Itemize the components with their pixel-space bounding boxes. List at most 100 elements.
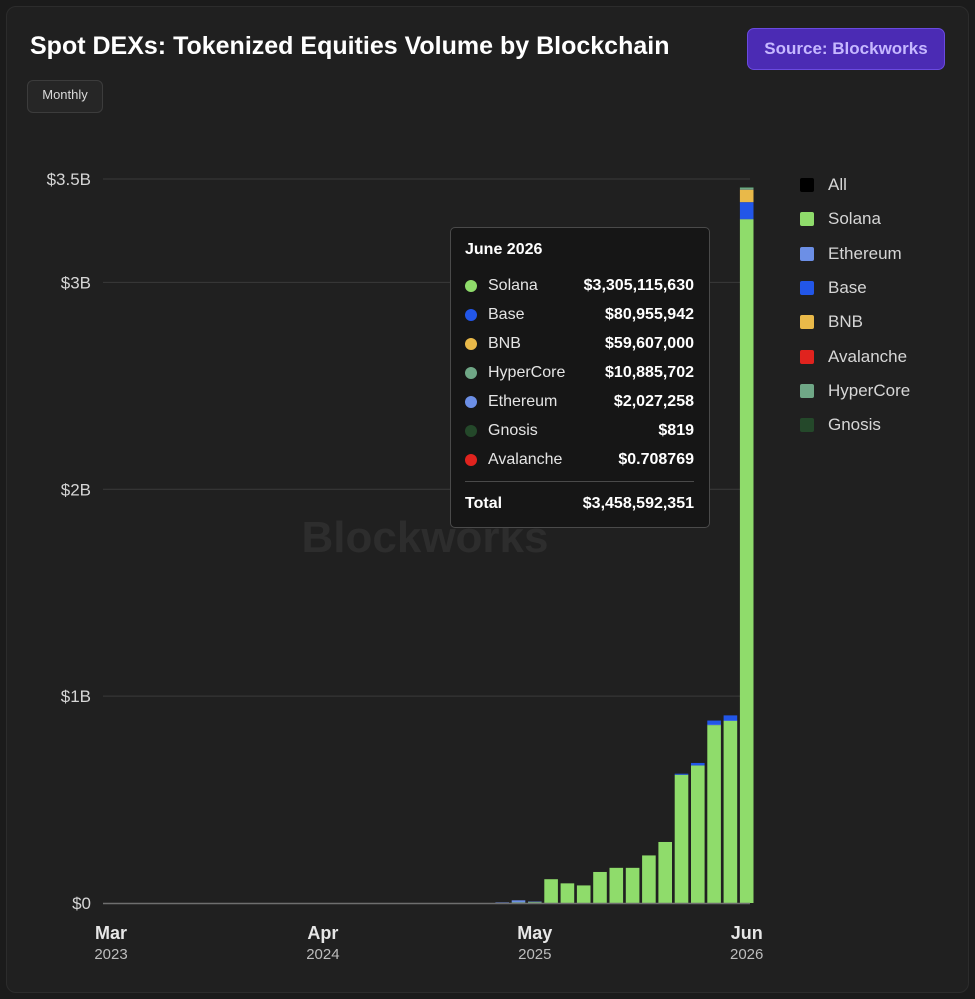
legend-swatch (800, 246, 814, 261)
bar-solana-32 (625, 867, 640, 903)
x-tick-year: 2026 (730, 946, 763, 963)
bar-solana-38 (723, 720, 738, 903)
tooltip-total-label: Total (465, 495, 503, 512)
legend-label: Solana (828, 209, 881, 229)
chart-title: Spot DEXs: Tokenized Equities Volume by … (30, 32, 670, 60)
x-tick-year: 2025 (518, 946, 551, 963)
y-tick-label: $1B (61, 687, 91, 706)
tooltip-series-name: BNB (488, 334, 521, 352)
bar-gnosis-39 (739, 186, 754, 188)
legend-label: Gnosis (828, 415, 881, 435)
x-tick-month: Mar (95, 923, 127, 943)
tooltip-row-avalanche: Avalanche $0.708769 (465, 445, 694, 474)
bar-solana-25 (511, 902, 526, 903)
legend-item-gnosis[interactable]: Gnosis (800, 408, 910, 442)
legend-swatch (800, 383, 814, 398)
tooltip-total-row: Total $3,458,592,351 (465, 492, 694, 516)
y-tick-label: $0 (72, 894, 91, 913)
chart-tooltip: June 2026 Solana $3,305,115,630 Base $80,95… (450, 227, 710, 528)
legend-swatch (800, 315, 814, 330)
tooltip-series-name: Avalanche (488, 450, 563, 468)
legend-item-all[interactable]: All (800, 168, 910, 202)
bar-ethereum-26 (528, 901, 542, 903)
legend-item-ethereum[interactable]: Ethereum (800, 237, 910, 271)
bar-solana-35 (674, 774, 689, 903)
tooltip-divider (465, 481, 694, 482)
tooltip-series-value: $2,027,258 (613, 392, 694, 410)
tooltip-row-solana: Solana $3,305,115,630 (465, 271, 694, 300)
bar-base-35 (674, 773, 689, 775)
tooltip-series-name: HyperCore (488, 363, 566, 381)
tooltip-series-value: $59,607,000 (605, 334, 694, 352)
bar-solana-36 (691, 765, 705, 903)
x-tick-month: Apr (307, 923, 338, 943)
tooltip-row-ethereum: Ethereum $2,027,258 (465, 387, 694, 416)
tooltip-row-base: Base $80,955,942 (465, 300, 694, 329)
bar-base-36 (691, 762, 705, 766)
legend-label: BNB (828, 312, 863, 332)
tooltip-series-value: $3,305,115,630 (583, 276, 694, 294)
legend-label: Base (828, 278, 867, 298)
legend-item-bnb[interactable]: BNB (800, 305, 910, 339)
legend-label: All (828, 175, 847, 195)
legend-swatch (800, 178, 814, 193)
source-button[interactable]: Source: Blockworks (747, 28, 945, 70)
tooltip-series-name: Base (488, 305, 525, 323)
bar-solana-29 (576, 885, 591, 903)
interval-selector[interactable]: Monthly (27, 80, 103, 113)
bar-ethereum-38 (723, 720, 738, 721)
legend-item-base[interactable]: Base (800, 271, 910, 305)
tooltip-series-value: $10,885,702 (605, 363, 694, 381)
bar-solana-26 (528, 902, 542, 903)
bar-base-39 (739, 202, 754, 219)
bar-hypercore-39 (739, 187, 754, 190)
bar-ethereum-25 (511, 900, 526, 903)
legend-swatch (800, 212, 814, 227)
tooltip-dot (465, 424, 477, 437)
bar-solana-30 (593, 871, 607, 903)
legend-swatch (800, 349, 814, 364)
legend-label: Avalanche (828, 346, 908, 366)
tooltip-title: June 2026 (465, 241, 543, 258)
tooltip-dot (465, 337, 477, 350)
tooltip-dot (465, 366, 477, 379)
tooltip-dot (465, 453, 477, 466)
tooltip-series-value: $80,955,942 (605, 305, 694, 323)
bar-base-38 (723, 715, 738, 721)
tooltip-dot (465, 395, 477, 408)
tooltip-dot (465, 308, 477, 321)
bar-solana-27 (544, 879, 558, 903)
bar-base-37 (707, 720, 721, 725)
bar-ethereum-24 (495, 902, 509, 903)
x-tick-month: Jun (731, 923, 763, 943)
legend-swatch (800, 281, 814, 296)
legend-item-avalanche[interactable]: Avalanche (800, 339, 910, 373)
tooltip-row-gnosis: Gnosis $819 (465, 416, 694, 445)
tooltip-rows: Solana $3,305,115,630 Base $80,955,942 BNB $5… (465, 271, 694, 474)
tooltip-series-value: $0.708769 (618, 450, 694, 468)
y-tick-label: $3B (61, 273, 91, 292)
tooltip-dot (465, 279, 477, 292)
legend-label: Ethereum (828, 243, 902, 263)
x-tick-month: May (517, 923, 552, 943)
bar-solana-33 (642, 855, 656, 903)
tooltip-row-bnb: BNB $59,607,000 (465, 329, 694, 358)
bar-solana-28 (560, 883, 575, 903)
bar-ethereum-39 (739, 218, 754, 220)
x-tick-year: 2024 (306, 946, 339, 963)
tooltip-series-value: $819 (658, 421, 694, 439)
legend-label: HyperCore (828, 380, 911, 400)
bar-solana-37 (707, 725, 721, 903)
bar-solana-31 (609, 867, 624, 903)
tooltip-series-name: Ethereum (488, 392, 558, 410)
bar-ethereum-37 (707, 724, 721, 726)
bar-solana-39 (739, 219, 754, 903)
legend-swatch (800, 418, 814, 433)
legend-item-solana[interactable]: Solana (800, 202, 910, 236)
bar-bnb-39 (739, 189, 754, 203)
y-tick-label: $2B (61, 480, 91, 499)
tooltip-row-hypercore: HyperCore $10,885,702 (465, 358, 694, 387)
tooltip-series-name: Solana (488, 276, 538, 294)
y-tick-label: $3.5B (47, 170, 91, 189)
legend-item-hypercore[interactable]: HyperCore (800, 374, 910, 408)
